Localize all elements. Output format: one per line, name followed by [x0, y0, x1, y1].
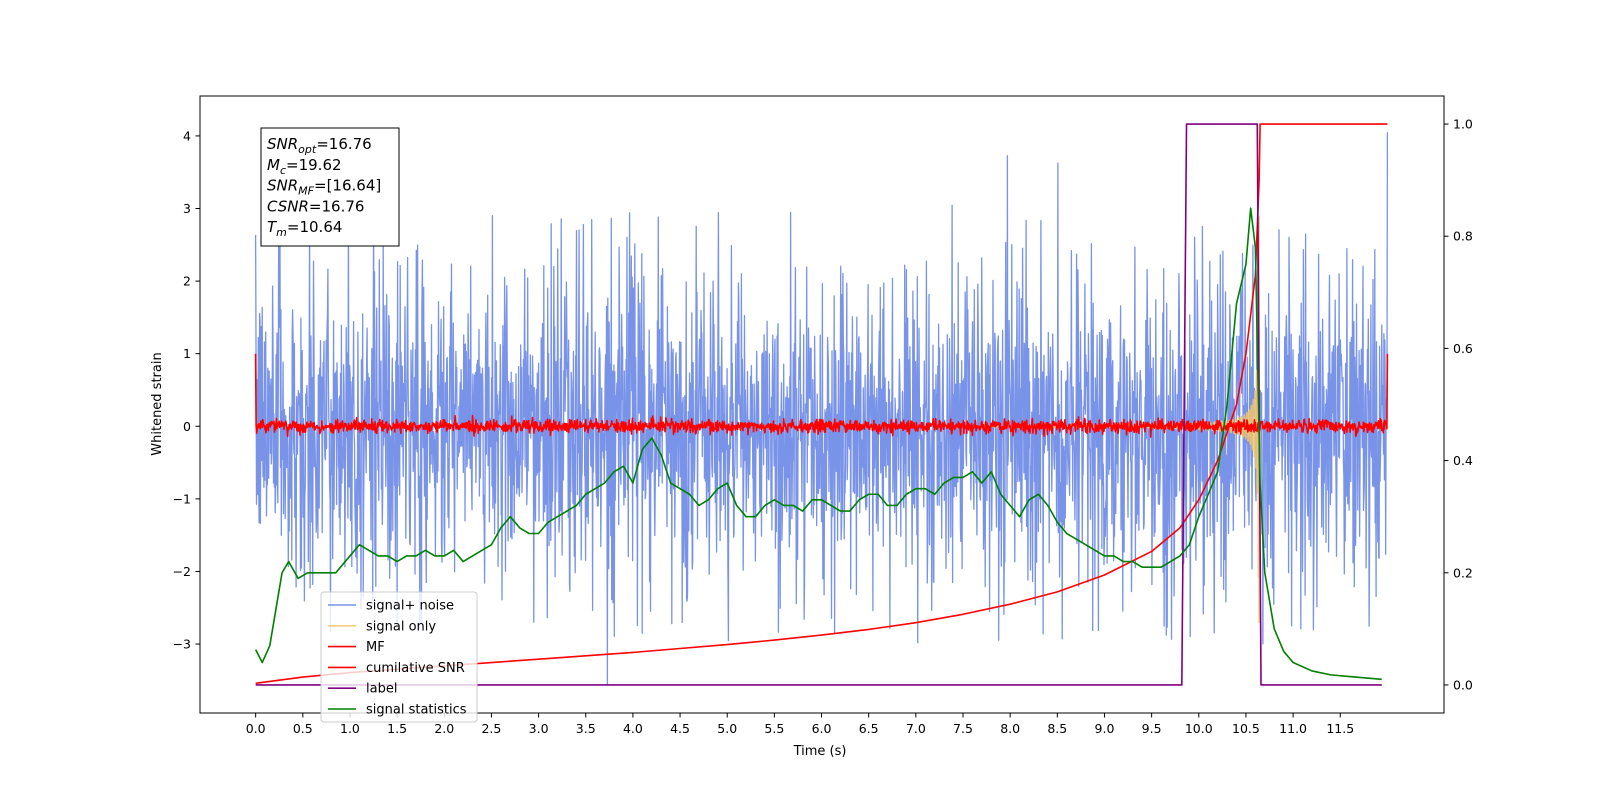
annotation-symbol: CSNR [267, 197, 309, 215]
y-right-tick-label: 0.8 [1453, 229, 1473, 244]
x-tick-label: 2.0 [434, 721, 454, 736]
x-tick-label: 11.0 [1279, 721, 1307, 736]
annotation-line: SNRMF=[16.64] [267, 177, 381, 198]
y-axis-label: Whitened strain [150, 352, 165, 455]
y-left-tick-label: 3 [183, 201, 191, 216]
x-tick-label: 7.5 [953, 721, 973, 736]
y-axis-left: −3 −2 −1 0 1 2 3 4 [173, 128, 200, 652]
x-tick-label: 6.0 [812, 721, 832, 736]
annotation-line: Tm=10.64 [267, 218, 342, 239]
y-right-tick-label: 0.4 [1453, 453, 1473, 468]
x-tick-label: 2.5 [481, 721, 501, 736]
x-tick-label: 7.0 [906, 721, 926, 736]
annotation-symbol: SNR [267, 135, 298, 153]
x-tick-label: 6.5 [859, 721, 879, 736]
annotation-box: SNRopt=16.76Mc=19.62SNRMF=[16.64]CSNR=16… [260, 127, 400, 247]
annotation-line: CSNR=16.76 [267, 197, 364, 215]
legend-label: signal only [366, 619, 436, 634]
x-tick-label: 5.0 [717, 721, 737, 736]
y-axis-right: 0.0 0.2 0.4 0.6 0.8 1.0 [1444, 117, 1473, 692]
x-axis: 0.0 0.5 1.0 1.5 2.0 2.5 3.0 3.5 4.0 4.5 5.0 5.5 6.0 6… [246, 713, 1354, 736]
annotation-symbol: M [267, 156, 280, 174]
y-left-tick-label: 4 [183, 128, 191, 143]
x-tick-label: 1.0 [340, 721, 360, 736]
y-right-tick-label: 0.6 [1453, 341, 1473, 356]
x-tick-label: 9.0 [1095, 721, 1115, 736]
series-line-0 [254, 132, 1389, 685]
annotation-frame [260, 127, 400, 247]
annotation-value: =10.64 [287, 218, 343, 236]
x-tick-label: 9.5 [1142, 721, 1162, 736]
x-tick-label: 4.0 [623, 721, 643, 736]
x-tick-label: 0.0 [246, 721, 266, 736]
annotation-value: =19.62 [286, 156, 342, 174]
series-line-4 [255, 123, 1382, 686]
x-tick-label: 10.0 [1185, 721, 1213, 736]
legend-label: label [366, 682, 397, 697]
annotation-subscript: m [276, 226, 287, 239]
annotation-value: =[16.64] [314, 177, 381, 195]
x-axis-label: Time (s) [793, 744, 847, 759]
x-tick-label: 10.5 [1232, 721, 1260, 736]
x-tick-label: 1.5 [387, 721, 407, 736]
x-tick-label: 4.5 [670, 721, 690, 736]
annotation-value: =16.76 [316, 135, 372, 153]
annotation-subscript: c [280, 164, 286, 177]
annotation-symbol: SNR [267, 177, 298, 195]
y-left-tick-label: −3 [173, 637, 191, 652]
y-left-tick-label: 2 [183, 274, 191, 289]
y-left-tick-label: −2 [173, 564, 191, 579]
x-tick-label: 5.5 [764, 721, 784, 736]
x-tick-label: 11.5 [1326, 721, 1354, 736]
y-right-tick-label: 1.0 [1453, 117, 1473, 132]
annotation-symbol: T [267, 218, 278, 236]
annotation-subscript: MF [298, 185, 314, 198]
annotation-value: =16.76 [309, 197, 365, 215]
x-tick-label: 3.0 [529, 721, 549, 736]
y-left-tick-label: −1 [173, 491, 191, 506]
y-right-tick-label: 0.0 [1453, 677, 1473, 692]
legend-frame [320, 591, 478, 723]
legend: signal+ noise signal only MF cumilative SNR… [320, 591, 478, 723]
y-right-tick-label: 0.2 [1453, 565, 1473, 580]
y-left-tick-label: 0 [183, 419, 191, 434]
legend-label: signal statistics [366, 703, 467, 718]
series-line-2 [254, 353, 1389, 438]
x-tick-label: 0.5 [293, 721, 313, 736]
legend-label: cumilative SNR [366, 661, 465, 676]
annotation-line: Mc=19.62 [267, 156, 342, 177]
annotation-subscript: opt [298, 143, 317, 156]
x-tick-label: 8.0 [1000, 721, 1020, 736]
annotation-line: SNRopt=16.76 [267, 135, 372, 156]
legend-label: MF [366, 640, 385, 655]
y-left-tick-label: 1 [183, 346, 191, 361]
series-line-5 [254, 207, 1382, 681]
x-tick-label: 3.5 [576, 721, 596, 736]
legend-label: signal+ noise [366, 599, 454, 614]
x-tick-label: 8.5 [1047, 721, 1067, 736]
